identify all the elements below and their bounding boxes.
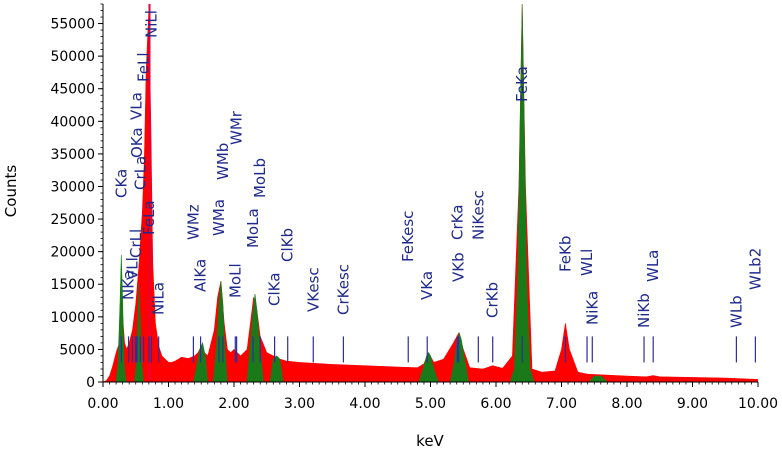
peak-label-wlb2: WLb2 xyxy=(746,248,764,290)
peak-label-vkesc: VKesc xyxy=(304,267,322,312)
x-tick-label: 4.00 xyxy=(349,396,380,412)
x-tick-label: 2.00 xyxy=(218,396,249,412)
peak-label-cka: CKa xyxy=(112,169,130,198)
peak-label-crka: CrKa xyxy=(448,205,466,240)
peak-label-crll: CrLl xyxy=(127,229,145,258)
identified-peak-5 xyxy=(269,355,284,382)
plot-area xyxy=(103,4,758,382)
peak-label-vll: VLl xyxy=(123,257,141,280)
identified-peak-7 xyxy=(449,332,469,382)
peak-label-nikb: NiKb xyxy=(635,293,653,328)
y-axis-title: Counts xyxy=(2,165,20,218)
peak-label-wll: WLl xyxy=(578,249,596,276)
peak-label-vla: VLa xyxy=(127,92,145,120)
peak-label-wmr: WMr xyxy=(228,110,246,145)
identified-peak-9 xyxy=(588,375,608,382)
axes: 0.00 1.00 2.00 3.00 4.00 5.00 6.00 7.00 8.00 9.00… xyxy=(50,3,778,412)
y-tick-label: 10000 xyxy=(50,310,95,326)
peak-label-nika: NiKa xyxy=(583,291,601,325)
peak-label-fekb: FeKb xyxy=(556,236,574,272)
y-tick-label: 45000 xyxy=(50,82,95,98)
peak-label-wlb: WLb xyxy=(727,295,745,328)
x-axis-title: keV xyxy=(416,432,444,450)
y-tick-label: 35000 xyxy=(50,147,95,163)
x-tick-label: 9.00 xyxy=(677,396,708,412)
x-tick-label: 10.00 xyxy=(738,396,778,412)
y-tick-label: 25000 xyxy=(50,212,95,228)
y-tick-label: 20000 xyxy=(50,245,95,261)
peak-label-clkb: ClKb xyxy=(279,228,297,262)
x-tick-label: 3.00 xyxy=(284,396,315,412)
peak-label-vka: VKa xyxy=(418,271,436,300)
peak-label-fekesc: FeKesc xyxy=(399,211,417,262)
identified-peak-0 xyxy=(115,254,127,382)
peak-label-oka: OKa xyxy=(128,127,146,158)
plot-clip-group xyxy=(103,4,758,382)
peak-label-molb: MoLb xyxy=(251,158,269,198)
peak-label-fela: FeLa xyxy=(140,200,158,235)
spectrum-area xyxy=(103,4,758,382)
y-tick-label: 5000 xyxy=(59,342,95,358)
y-tick-label: 50000 xyxy=(50,49,95,65)
y-tick-label: 55000 xyxy=(50,17,95,33)
peak-label-wmz: WMz xyxy=(184,204,202,240)
peak-label-nill: NiLl xyxy=(142,10,160,38)
y-tick-label: 40000 xyxy=(50,114,95,130)
x-tick-label: 7.00 xyxy=(546,396,577,412)
peak-label-feka: FeKa xyxy=(513,66,531,102)
y-tick-label: 0 xyxy=(86,375,95,391)
x-tick-label: 5.00 xyxy=(415,396,446,412)
y-tick-label: 15000 xyxy=(50,277,95,293)
y-tick-label: 30000 xyxy=(50,179,95,195)
identified-peak-8 xyxy=(510,4,535,382)
peak-label-crkb: CrKb xyxy=(484,282,502,318)
peak-label-clka: ClKa xyxy=(266,273,284,306)
identified-peak-4 xyxy=(246,293,264,382)
identified-peak-3 xyxy=(212,280,228,382)
peak-label-mola: MoLa xyxy=(244,208,262,248)
x-tick-label: 1.00 xyxy=(153,396,184,412)
peak-label-crla: CrLa xyxy=(131,156,149,190)
peak-label-alka: AlKa xyxy=(192,259,210,292)
peak-label-nka: NKa xyxy=(120,270,138,300)
peak-label-crkesc: CrKesc xyxy=(334,264,352,315)
x-tick-label: 0.00 xyxy=(87,396,118,412)
x-tick-label: 8.00 xyxy=(611,396,642,412)
peak-label-fell: FeLl xyxy=(135,52,153,82)
peak-label-wma: WMa xyxy=(210,199,228,236)
peak-label-nikesc: NiKesc xyxy=(469,190,487,240)
peak-label-nila: NiLa xyxy=(150,282,168,315)
peak-label-wmb: WMb xyxy=(214,143,232,180)
identified-peak-6 xyxy=(418,352,439,382)
identified-peak-2 xyxy=(193,341,209,382)
peak-label-wla: WLa xyxy=(644,250,662,282)
peak-label-moll: MoLl xyxy=(226,263,244,298)
x-tick-label: 6.00 xyxy=(480,396,511,412)
peak-label-vkb: VKb xyxy=(450,252,468,282)
